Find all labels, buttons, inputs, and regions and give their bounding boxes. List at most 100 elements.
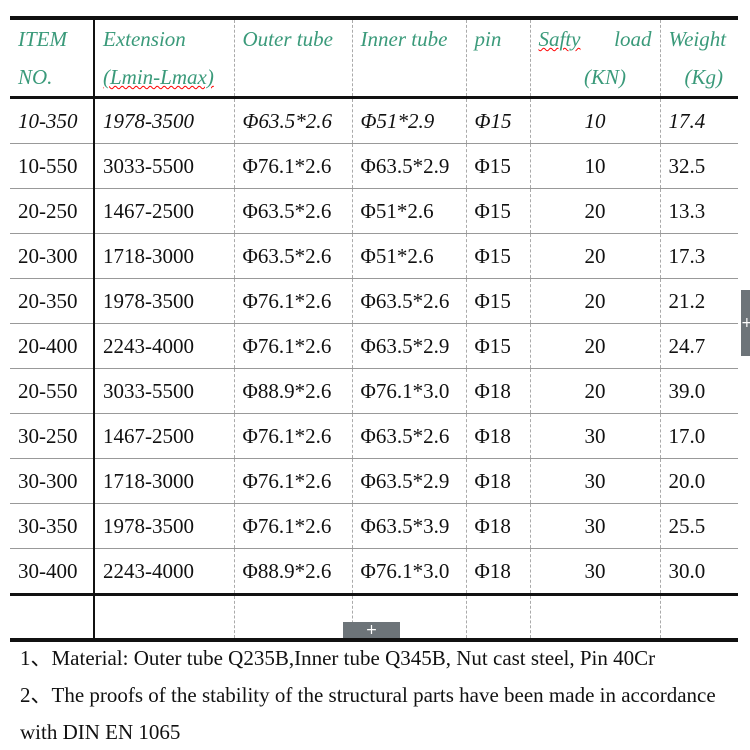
cell-item-no: 20-550 xyxy=(10,368,94,414)
cell-inner-tube: Φ63.5*2.6 xyxy=(351,278,466,324)
header-inner-tube: Inner tube xyxy=(351,16,466,99)
header-weight-unit: (Kg) xyxy=(684,65,724,89)
cell-extension: 2243-4000 xyxy=(93,323,234,369)
note-3: with DIN EN 1065 xyxy=(20,720,181,744)
cell-weight: 17.0 xyxy=(659,413,738,459)
cell-safety-load: 30 xyxy=(529,458,660,504)
cell-inner-tube: Φ51*2.6 xyxy=(351,233,466,279)
table-row: 20-350 1978-3500 Φ76.1*2.6 Φ63.5*2.6 Φ15 20 21… xyxy=(10,278,738,324)
cell-weight: 20.0 xyxy=(659,458,738,504)
cell-extension: 1978-3500 xyxy=(93,503,234,549)
header-weight: Weight (Kg) xyxy=(659,16,738,99)
cell-weight: 17.4 xyxy=(659,97,738,144)
spec-table: ITEM NO. Extension (Lmin-Lmax) Outer tube … xyxy=(10,16,738,642)
cell-outer-tube: Φ76.1*2.6 xyxy=(233,503,352,549)
cell-pin: Φ15 xyxy=(465,278,530,324)
cell-inner-tube: Φ51*2.6 xyxy=(351,188,466,234)
cell-extension: 3033-5500 xyxy=(93,143,234,189)
cell-safety-load: 20 xyxy=(529,368,660,414)
cell-item-no: 30-400 xyxy=(10,548,94,596)
cell-outer-tube: Φ88.9*2.6 xyxy=(233,368,352,414)
table-row: 30-250 1467-2500 Φ76.1*2.6 Φ63.5*2.6 Φ18 30 17… xyxy=(10,413,738,459)
header-load-load: load xyxy=(614,27,652,51)
cell-inner-tube: Φ63.5*3.9 xyxy=(351,503,466,549)
cell-outer-tube: Φ76.1*2.6 xyxy=(233,413,352,459)
cell-pin: Φ18 xyxy=(465,548,530,596)
add-row-button[interactable]: + xyxy=(343,622,400,638)
table-row: 20-550 3033-5500 Φ88.9*2.6 Φ76.1*3.0 Φ18 20 39… xyxy=(10,368,738,414)
cell-weight: 39.0 xyxy=(659,368,738,414)
cell-outer-tube: Φ76.1*2.6 xyxy=(233,278,352,324)
cell-outer-tube: Φ88.9*2.6 xyxy=(233,548,352,596)
cell-pin: Φ15 xyxy=(465,323,530,369)
header-item-line2: NO. xyxy=(18,65,53,89)
table-row: 30-350 1978-3500 Φ76.1*2.6 Φ63.5*3.9 Φ18 30 25… xyxy=(10,503,738,549)
cell-safety-load: 10 xyxy=(529,143,660,189)
cell-safety-load: 30 xyxy=(529,548,660,596)
note-2: 2、The proofs of the stability of the str… xyxy=(20,683,716,707)
cell-item-no: 20-250 xyxy=(10,188,94,234)
cell-weight: 17.3 xyxy=(659,233,738,279)
header-load: Safty load (KN) xyxy=(529,16,660,99)
cell-weight: 21.2 xyxy=(659,278,738,324)
cell-item-no: 10-350 xyxy=(10,97,94,144)
cell-extension: 2243-4000 xyxy=(93,548,234,596)
cell-weight: 32.5 xyxy=(659,143,738,189)
cell-weight: 24.7 xyxy=(659,323,738,369)
note-1: 1、Material: Outer tube Q235B,Inner tube … xyxy=(20,646,656,670)
table-row: 20-400 2243-4000 Φ76.1*2.6 Φ63.5*2.9 Φ15 20 24… xyxy=(10,323,738,369)
cell-outer-tube: Φ63.5*2.6 xyxy=(233,188,352,234)
cell-extension: 1467-2500 xyxy=(93,188,234,234)
empty-row[interactable] xyxy=(10,594,738,642)
header-load-safty: Safty xyxy=(538,27,581,51)
cell-safety-load: 30 xyxy=(529,503,660,549)
table-row: 10-550 3033-5500 Φ76.1*2.6 Φ63.5*2.9 Φ15 10 32… xyxy=(10,143,738,189)
table-row: 30-300 1718-3000 Φ76.1*2.6 Φ63.5*2.9 Φ18 30 20… xyxy=(10,458,738,504)
cell-inner-tube: Φ63.5*2.9 xyxy=(351,323,466,369)
header-pin: pin xyxy=(465,16,530,99)
cell-item-no: 30-350 xyxy=(10,503,94,549)
cell-item-no: 10-550 xyxy=(10,143,94,189)
table-row: 10-350 1978-3500 Φ63.5*2.6 Φ51*2.9 Φ15 10 17.4 xyxy=(10,97,738,144)
cell-outer-tube: Φ63.5*2.6 xyxy=(233,97,352,144)
cell-extension: 1978-3500 xyxy=(93,97,234,144)
header-extension-line2: (Lmin-Lmax) xyxy=(103,65,214,89)
cell-weight: 13.3 xyxy=(659,188,738,234)
cell-extension: 1718-3000 xyxy=(93,458,234,504)
header-item: ITEM NO. xyxy=(10,16,94,99)
header-load-unit: (KN) xyxy=(584,65,626,89)
table-header-row: ITEM NO. Extension (Lmin-Lmax) Outer tube … xyxy=(10,16,738,99)
cell-safety-load: 30 xyxy=(529,413,660,459)
cell-inner-tube: Φ63.5*2.6 xyxy=(351,413,466,459)
cell-pin: Φ15 xyxy=(465,97,530,144)
cell-safety-load: 20 xyxy=(529,323,660,369)
cell-outer-tube: Φ76.1*2.6 xyxy=(233,143,352,189)
header-weight-line1: Weight xyxy=(668,27,727,51)
cell-item-no: 30-300 xyxy=(10,458,94,504)
header-outer-tube: Outer tube xyxy=(233,16,352,99)
cell-safety-load: 20 xyxy=(529,188,660,234)
cell-outer-tube: Φ76.1*2.6 xyxy=(233,458,352,504)
cell-safety-load: 10 xyxy=(529,97,660,144)
add-column-button[interactable]: + xyxy=(741,290,750,356)
table-row: 20-300 1718-3000 Φ63.5*2.6 Φ51*2.6 Φ15 20 17.3 xyxy=(10,233,738,279)
cell-pin: Φ15 xyxy=(465,233,530,279)
cell-pin: Φ18 xyxy=(465,413,530,459)
cell-extension: 3033-5500 xyxy=(93,368,234,414)
cell-safety-load: 20 xyxy=(529,278,660,324)
cell-weight: 30.0 xyxy=(659,548,738,596)
cell-pin: Φ18 xyxy=(465,503,530,549)
cell-pin: Φ15 xyxy=(465,143,530,189)
cell-extension: 1978-3500 xyxy=(93,278,234,324)
table-row: 30-400 2243-4000 Φ88.9*2.6 Φ76.1*3.0 Φ18 30 30… xyxy=(10,548,738,596)
table-row: 20-250 1467-2500 Φ63.5*2.6 Φ51*2.6 Φ15 20 13.3 xyxy=(10,188,738,234)
header-extension-line1: Extension xyxy=(103,27,186,51)
cell-item-no: 20-400 xyxy=(10,323,94,369)
cell-extension: 1467-2500 xyxy=(93,413,234,459)
cell-pin: Φ18 xyxy=(465,368,530,414)
cell-inner-tube: Φ51*2.9 xyxy=(351,97,466,144)
cell-inner-tube: Φ63.5*2.9 xyxy=(351,143,466,189)
cell-pin: Φ18 xyxy=(465,458,530,504)
header-item-line1: ITEM xyxy=(18,27,67,51)
cell-outer-tube: Φ76.1*2.6 xyxy=(233,323,352,369)
